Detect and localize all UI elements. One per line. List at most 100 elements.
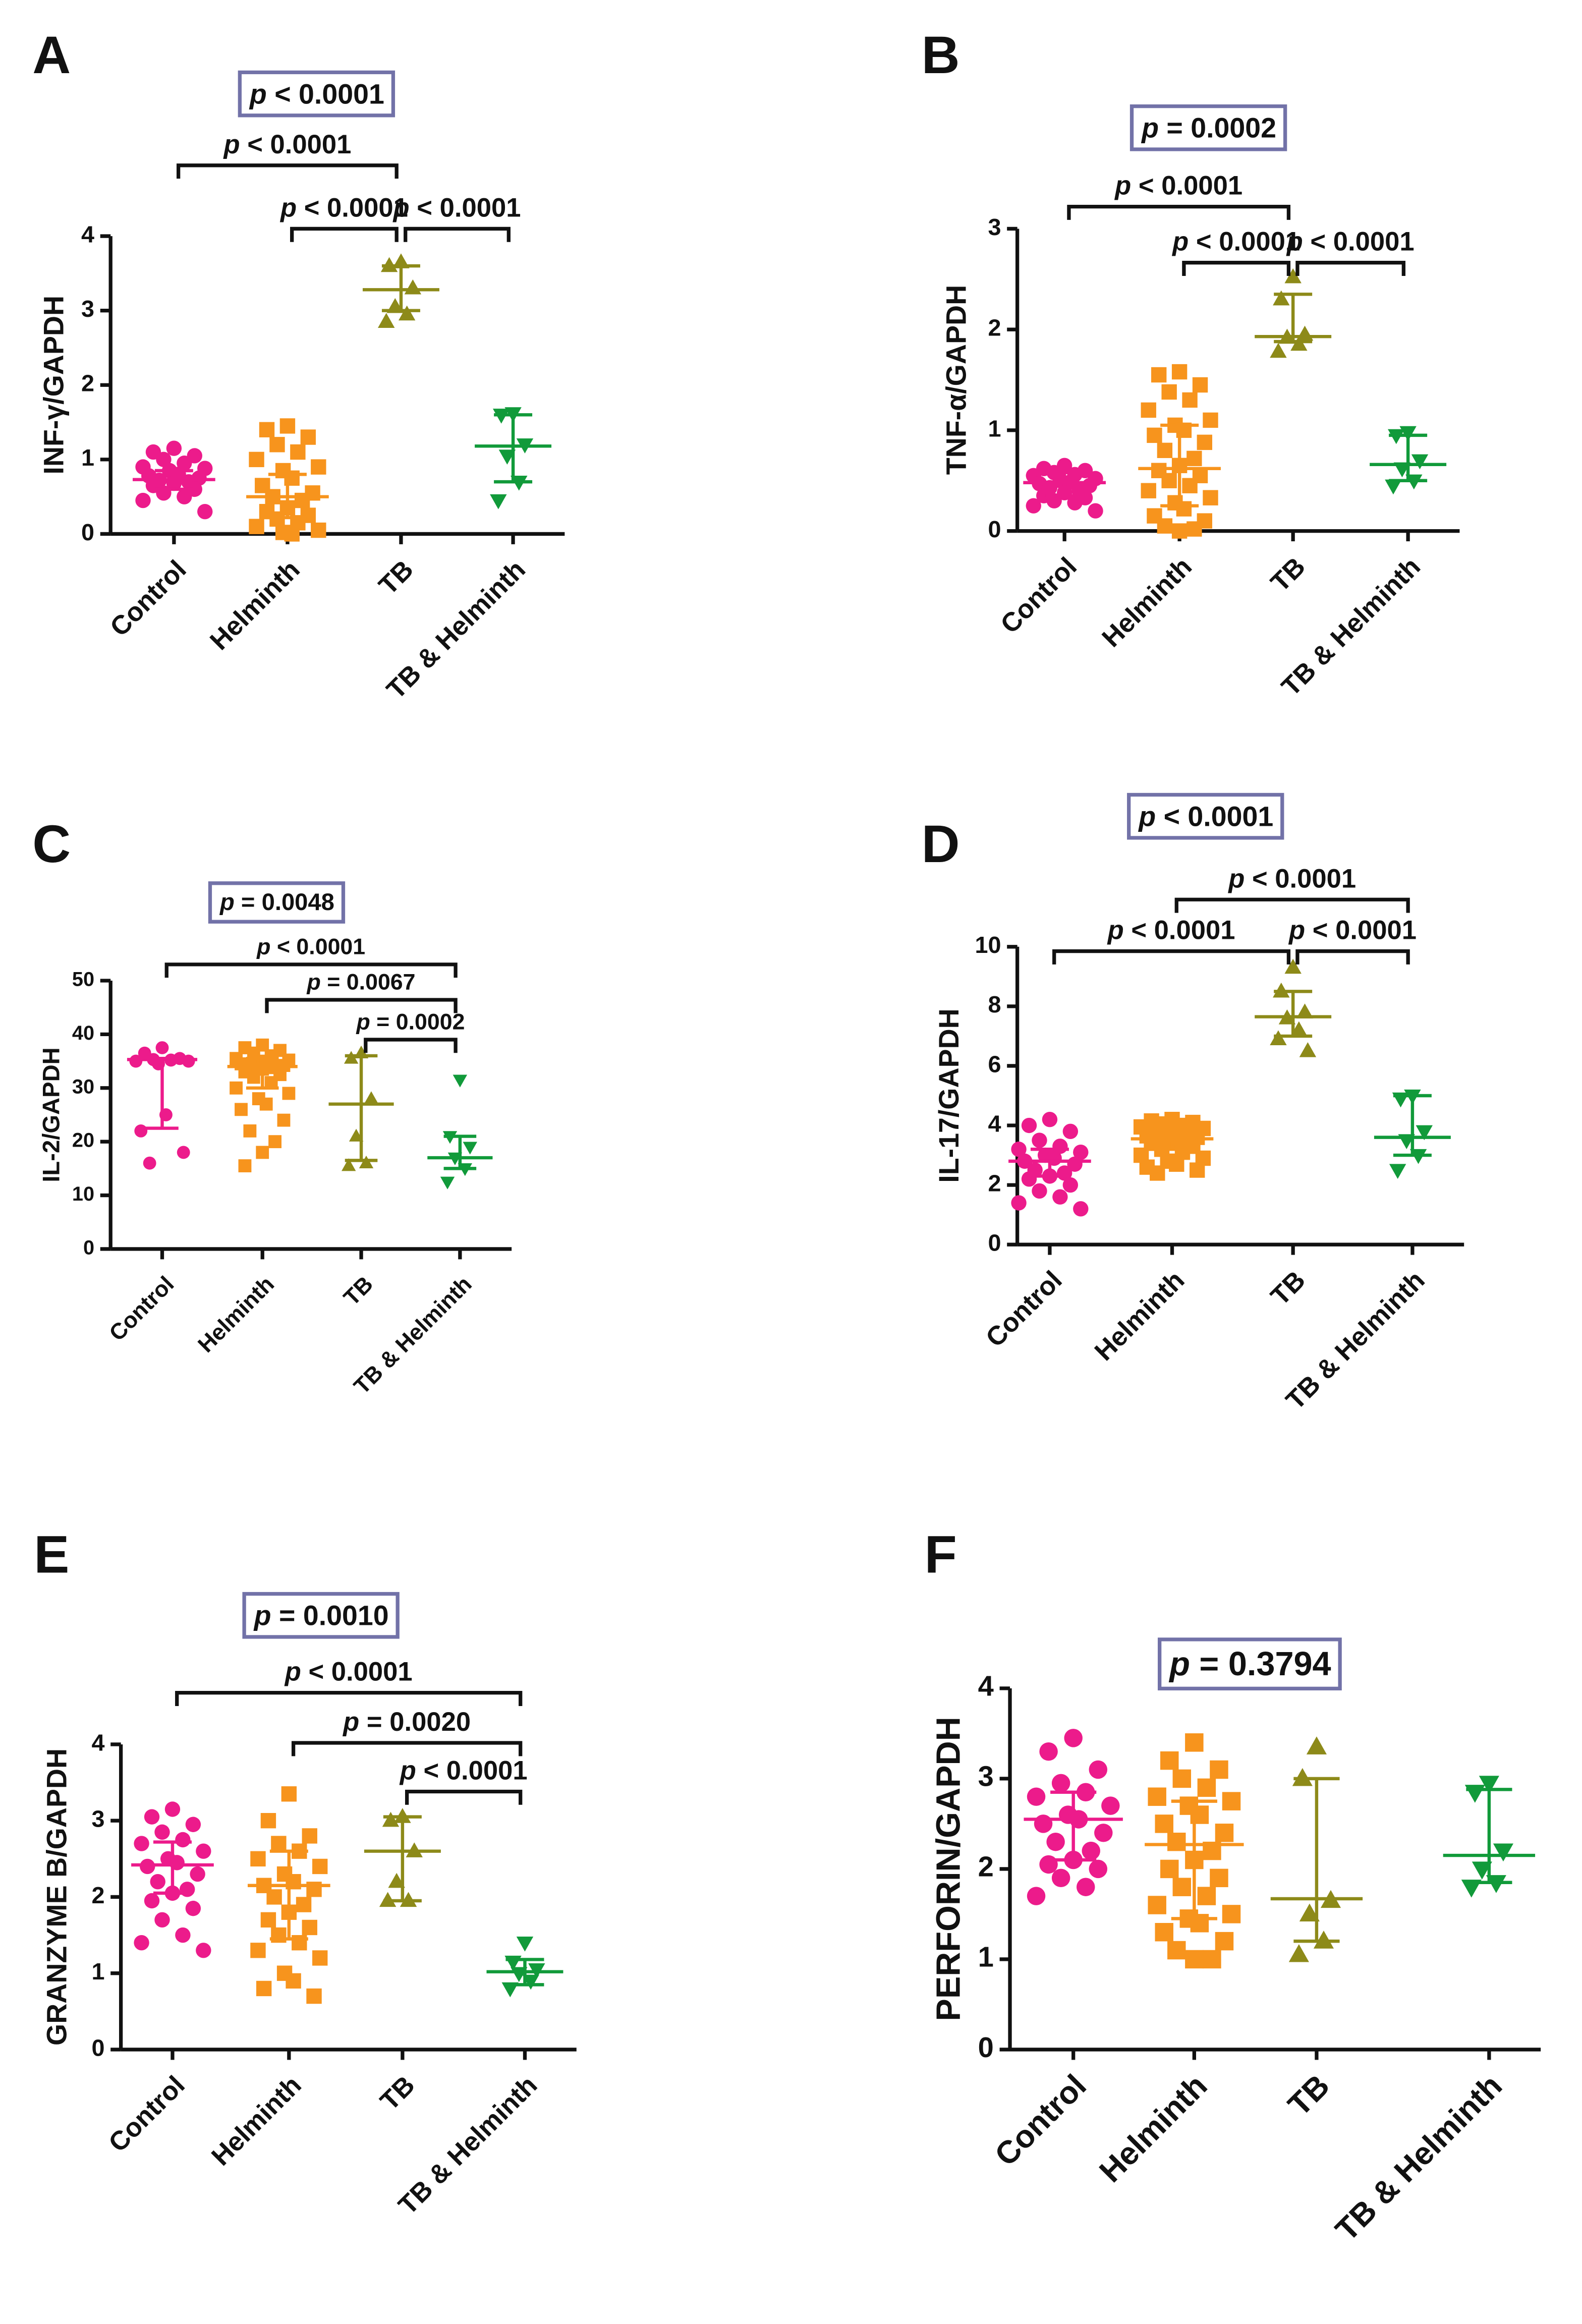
comparison-p-value: p = 0.0067 (307, 970, 416, 995)
data-point (1027, 1787, 1046, 1806)
data-point (196, 1843, 211, 1859)
comparison-p-value: p < 0.0001 (392, 193, 521, 222)
panel-letter: E (34, 1525, 69, 1584)
data-point (279, 418, 296, 434)
data-point (1027, 1887, 1046, 1905)
data-point (230, 1081, 243, 1095)
comparison-p-value: p < 0.0001 (1288, 915, 1417, 945)
y-tick-label: 2 (91, 1882, 104, 1908)
y-axis-label: GRANZYME B/GAPDH (41, 1748, 73, 2046)
data-point (1073, 1144, 1089, 1160)
data-point (1039, 1742, 1058, 1761)
data-point (1493, 1843, 1513, 1862)
data-point (1296, 1003, 1314, 1018)
comparison-bracket (164, 962, 458, 978)
overall-p-value: p = 0.0010 (253, 1600, 389, 1631)
data-point (1385, 479, 1402, 495)
data-point (388, 1873, 405, 1888)
data-point (1160, 1859, 1179, 1879)
data-point (1026, 498, 1041, 514)
data-point (1182, 478, 1198, 493)
comparison-bracket (405, 1789, 523, 1805)
data-point (150, 1874, 165, 1890)
y-tick-label: 4 (988, 1110, 1001, 1137)
y-tick-label: 4 (91, 1729, 104, 1755)
data-point (177, 1146, 190, 1159)
comparison-p-value: p < 0.0001 (1227, 864, 1356, 893)
data-point (1052, 1189, 1068, 1205)
y-tick-label: 20 (72, 1129, 94, 1152)
comparison-p-value: p < 0.0001 (284, 1657, 413, 1687)
data-point (1197, 1778, 1216, 1797)
data-point (271, 1836, 287, 1851)
y-tick-label: 0 (988, 516, 1001, 542)
y-tick-label: 8 (988, 991, 1001, 1017)
data-point (440, 1176, 455, 1189)
data-point (1186, 521, 1202, 537)
y-axis-label: TNF-α/GAPDH (940, 285, 972, 475)
comparison-p-value: p < 0.0001 (279, 193, 408, 222)
data-point (1185, 1733, 1204, 1752)
data-point (1094, 1824, 1113, 1842)
comparison-bracket (1067, 204, 1291, 220)
comparison-p-value: p < 0.0001 (256, 934, 365, 959)
comparison-bracket (291, 1741, 523, 1756)
y-tick-label: 10 (72, 1183, 94, 1205)
data-point (311, 459, 326, 475)
data-point (1210, 1868, 1228, 1888)
data-point (1046, 1832, 1065, 1851)
data-point (259, 1097, 273, 1111)
y-tick-label: 1 (978, 1941, 994, 1973)
y-tick-label: 2 (978, 1851, 994, 1883)
comparison-p-value: p < 0.0001 (222, 130, 351, 159)
data-point (259, 422, 275, 438)
data-point (1479, 1776, 1499, 1794)
data-point (453, 1074, 468, 1088)
data-point (1042, 1112, 1058, 1127)
data-point (144, 1893, 160, 1909)
data-point (398, 305, 416, 321)
data-point (1155, 1922, 1173, 1942)
data-point (1222, 1905, 1241, 1923)
y-tick-label: 0 (81, 519, 94, 545)
overall-p-box (1158, 1637, 1342, 1690)
y-axis-label: IL-2/GAPDH (38, 1047, 65, 1182)
comparison-p-value: p = 0.0002 (356, 1009, 465, 1034)
y-tick-label: 3 (81, 296, 94, 322)
data-point (1064, 1729, 1083, 1747)
comparison-bracket (176, 163, 399, 179)
data-point (1393, 462, 1411, 478)
data-point (1185, 1950, 1204, 1969)
data-point (175, 1927, 191, 1943)
data-point (1021, 1171, 1037, 1187)
data-point (302, 1919, 317, 1936)
data-point (134, 1935, 149, 1951)
panel-letter: D (922, 815, 960, 874)
data-point (135, 492, 151, 508)
data-point (1416, 1125, 1433, 1141)
data-point (1172, 1769, 1192, 1788)
data-point (1082, 1841, 1100, 1860)
comparison-bracket (1174, 897, 1410, 913)
data-point (197, 503, 213, 520)
data-point (185, 1900, 201, 1916)
data-point (1215, 1824, 1234, 1842)
data-point (1306, 1736, 1327, 1754)
y-tick-label: 3 (91, 1806, 104, 1832)
data-point (177, 489, 192, 504)
data-point (1411, 454, 1429, 470)
data-point (1150, 1165, 1165, 1181)
data-point (1089, 1859, 1108, 1879)
data-point (1171, 523, 1188, 539)
data-point (1034, 1815, 1053, 1833)
data-point (1161, 384, 1177, 400)
y-tick-label: 0 (988, 1230, 1001, 1256)
data-point (1101, 1796, 1120, 1815)
y-axis-label: INF-γ/GAPDH (38, 296, 70, 475)
data-point (134, 1836, 149, 1851)
comparison-bracket (404, 226, 511, 242)
data-point (1182, 392, 1198, 408)
data-point (1299, 1042, 1317, 1057)
